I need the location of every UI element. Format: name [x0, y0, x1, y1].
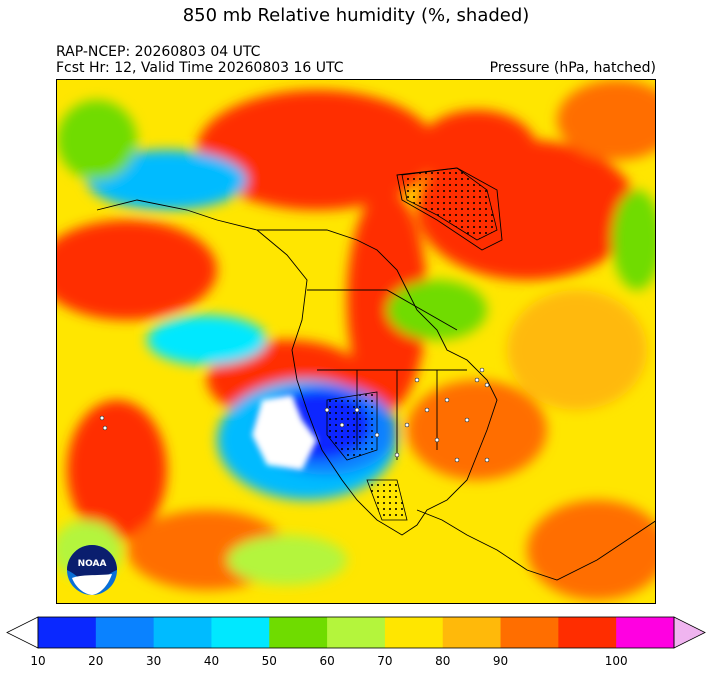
colorbar-cell	[327, 617, 386, 648]
colorbar-tick-label: 40	[203, 654, 220, 668]
colorbar-cell	[616, 617, 675, 648]
colorbar-cell	[500, 617, 559, 648]
colorbar-cell	[211, 617, 270, 648]
colorbar-cell	[153, 617, 212, 648]
colorbar	[6, 616, 706, 649]
humidity-map: NOAA	[56, 79, 656, 604]
humidity-field	[57, 80, 655, 603]
colorbar-tick-label: 30	[145, 654, 162, 668]
colorbar-cell	[38, 617, 97, 648]
colorbar-cell	[384, 617, 444, 648]
colorbar-tick-label: 100	[604, 654, 628, 668]
chart-title: 850 mb Relative humidity (%, shaded)	[182, 5, 530, 26]
colorbar-border	[37, 616, 675, 649]
colorbar-tick-label: 90	[492, 654, 509, 668]
mexico-hatch	[366, 479, 408, 521]
colorbar-tick-label: 50	[261, 654, 277, 668]
rockies-hatch	[326, 391, 378, 461]
colorbar-over-arrow	[673, 616, 706, 649]
dry-air-core	[252, 395, 317, 470]
colorbar-tick-label: 20	[88, 654, 104, 668]
greenland-hatch	[401, 167, 498, 241]
model-run-label: RAP-NCEP: 20260803 04 UTC	[56, 44, 261, 60]
noaa-logo: NOAA	[67, 545, 117, 595]
colorbar-cell	[442, 617, 502, 648]
overlay-field-label: Pressure (hPa, hatched)	[489, 60, 656, 76]
colorbar-cell	[558, 617, 617, 648]
colorbar-tick-label: 60	[319, 654, 335, 668]
stations	[99, 367, 490, 463]
coastlines	[96, 167, 655, 581]
colorbar-tick-label: 70	[377, 654, 393, 668]
colorbar-cell	[269, 617, 328, 648]
svg-text:NOAA: NOAA	[78, 559, 107, 569]
colorbar-under-arrow	[6, 616, 39, 649]
colorbar-tick-label: 10	[30, 654, 46, 668]
colorbar-cell	[95, 617, 155, 648]
colorbar-tick-label: 80	[435, 654, 451, 668]
forecast-time-label: Fcst Hr: 12, Valid Time 20260803 16 UTC	[56, 60, 344, 76]
